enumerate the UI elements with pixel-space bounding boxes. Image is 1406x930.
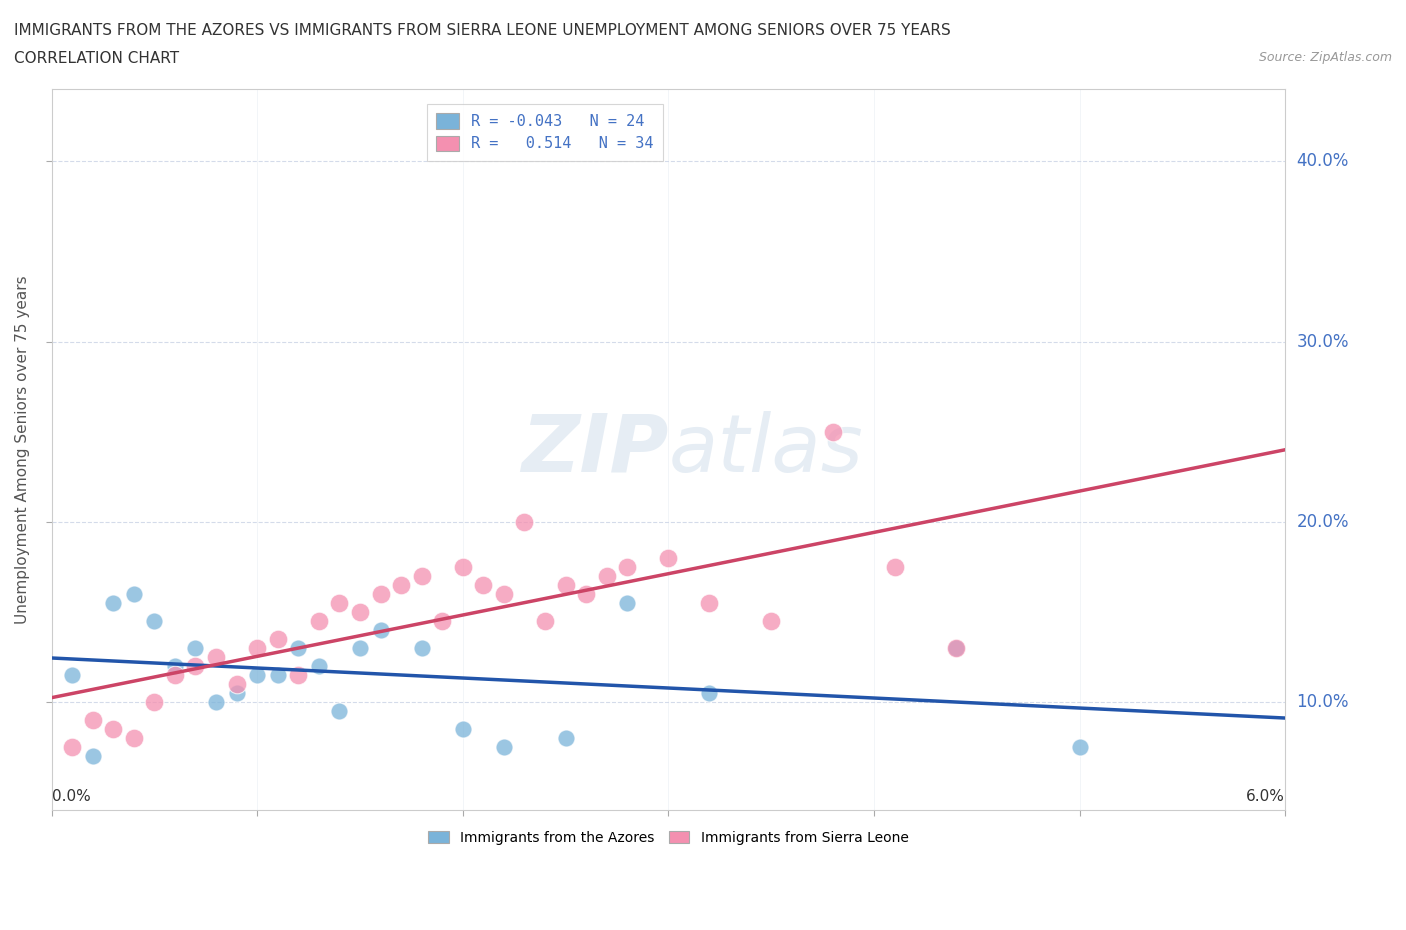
Point [163,668,186,683]
Point [513,514,536,529]
Point [287,641,309,656]
Point [163,658,186,673]
Point [759,614,782,629]
Point [184,641,207,656]
Point [411,568,433,583]
Point [328,704,350,719]
Text: 30.0%: 30.0% [1296,333,1348,351]
Point [432,614,454,629]
Point [82,712,104,727]
Point [575,587,598,602]
Point [60,739,83,754]
Y-axis label: Unemployment Among Seniors over 75 years: Unemployment Among Seniors over 75 years [15,275,30,624]
Text: atlas: atlas [668,411,863,489]
Point [225,677,247,692]
Point [821,424,844,439]
Point [945,641,967,656]
Point [143,614,166,629]
Text: ZIP: ZIP [522,411,668,489]
Point [82,749,104,764]
Point [534,614,557,629]
Point [246,641,269,656]
Point [143,695,166,710]
Point [945,641,967,656]
Point [657,551,679,565]
Point [616,560,638,575]
Point [492,587,515,602]
Point [411,641,433,656]
Point [349,604,371,619]
Point [205,695,228,710]
Text: CORRELATION CHART: CORRELATION CHART [14,51,179,66]
Point [122,731,145,746]
Point [1069,739,1091,754]
Point [225,685,247,700]
Point [883,560,905,575]
Point [370,622,392,637]
Text: IMMIGRANTS FROM THE AZORES VS IMMIGRANTS FROM SIERRA LEONE UNEMPLOYMENT AMONG SE: IMMIGRANTS FROM THE AZORES VS IMMIGRANTS… [14,23,950,38]
Point [699,685,721,700]
Text: 10.0%: 10.0% [1296,693,1348,711]
Point [267,631,290,646]
Point [184,658,207,673]
Legend: Immigrants from the Azores, Immigrants from Sierra Leone: Immigrants from the Azores, Immigrants f… [423,825,914,850]
Point [699,595,721,610]
Point [308,614,330,629]
Point [451,722,474,737]
Point [205,650,228,665]
Point [595,568,617,583]
Point [492,739,515,754]
Point [287,668,309,683]
Point [389,578,412,592]
Point [451,560,474,575]
Text: 0.0%: 0.0% [52,789,90,804]
Text: Source: ZipAtlas.com: Source: ZipAtlas.com [1258,51,1392,64]
Point [267,668,290,683]
Point [554,578,576,592]
Point [370,587,392,602]
Text: 20.0%: 20.0% [1296,513,1348,531]
Point [349,641,371,656]
Point [122,587,145,602]
Point [308,658,330,673]
Point [328,595,350,610]
Text: 40.0%: 40.0% [1296,153,1348,170]
Point [472,578,495,592]
Point [554,731,576,746]
Point [103,595,125,610]
Point [616,595,638,610]
Text: 6.0%: 6.0% [1246,789,1285,804]
Point [246,668,269,683]
Point [103,722,125,737]
Point [60,668,83,683]
